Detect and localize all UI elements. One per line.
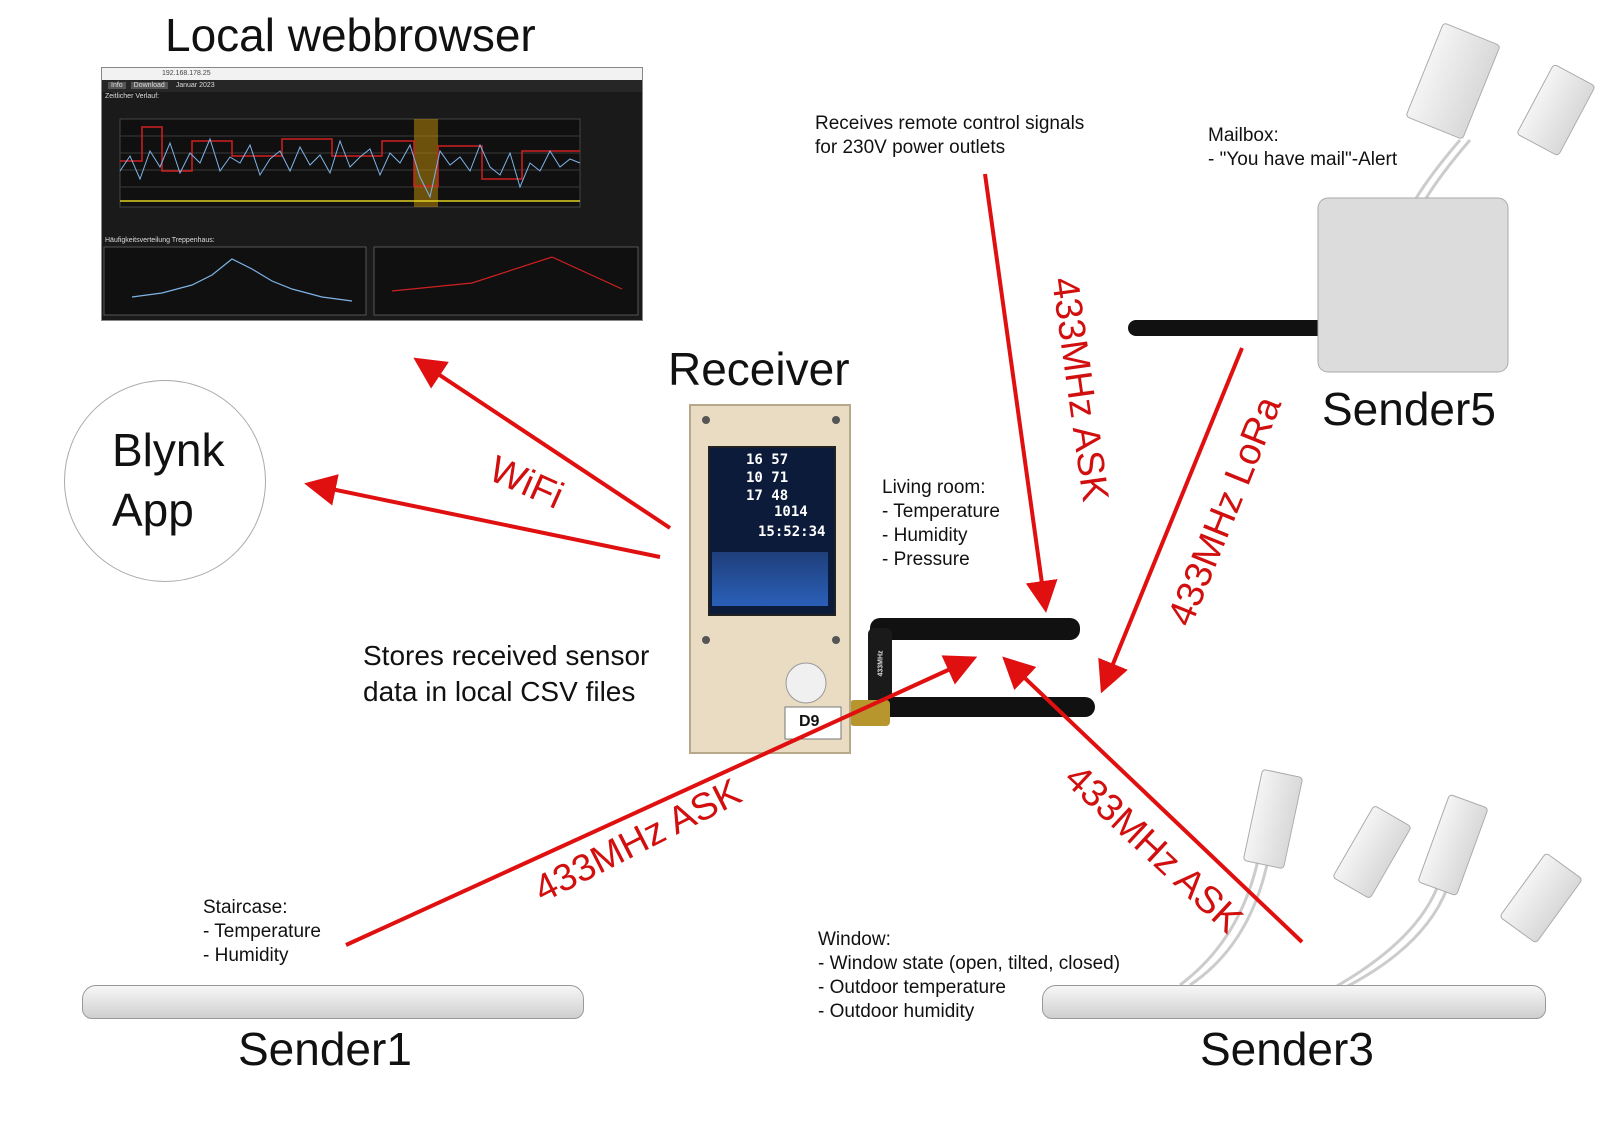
device-tag-text: D9 [799, 713, 820, 730]
lcd-line-1: 16 57 [746, 452, 789, 468]
sender5-antenna [1128, 320, 1328, 336]
sender5-title: Sender5 [1322, 383, 1496, 435]
blynk-label-line1: Blynk [112, 424, 225, 476]
info-button: Info [108, 82, 126, 89]
blynk-label-line2: App [112, 484, 194, 536]
sender3-housing [1042, 985, 1546, 1019]
lcd-status-icons [712, 552, 828, 606]
local-webbrowser-title: Local webbrowser [165, 9, 536, 61]
pir-sensor [785, 662, 827, 704]
distribution-charts [103, 246, 639, 316]
browser-toolbar: Info Download Januar 2023 [102, 80, 642, 92]
month-label: Januar 2023 [175, 82, 215, 89]
lcd-line-2: 10 71 [746, 470, 789, 486]
sender3-ask-arrow [1002, 656, 1304, 944]
sender1-title: Sender1 [238, 1023, 412, 1075]
address-bar: 192.168.178.25 [102, 68, 642, 80]
window-note: Window: - Window state (open, tilted, cl… [818, 929, 1121, 1022]
remote-control-note: Receives remote control signals for 230V… [815, 113, 1085, 158]
lcd-pressure: 1014 [774, 504, 808, 520]
csv-storage-note: Stores received sensor data in local CSV… [363, 640, 650, 707]
mailbox-note: Mailbox: - "You have mail"-Alert [1208, 125, 1398, 170]
sender3-title: Sender3 [1200, 1023, 1374, 1075]
history-section-title: Zeitlicher Verlauf: [105, 93, 160, 100]
wifi-arrow-browser [413, 357, 672, 530]
sender1-ask-arrow [345, 655, 978, 947]
living-room-note: Living room: - Temperature - Humidity - … [882, 477, 1000, 570]
remote-ask-arrow [983, 173, 1058, 613]
browser-screenshot: 192.168.178.25 Info Download Januar 2023… [101, 67, 643, 321]
sender5-box [1317, 197, 1509, 373]
staircase-note: Staircase: - Temperature - Humidity [203, 897, 321, 966]
download-button: Download [130, 82, 168, 89]
wifi-arrow-blynk [304, 474, 661, 559]
lcd-line-3: 17 48 [746, 488, 789, 504]
history-chart [119, 118, 581, 208]
receiver-title: Receiver [668, 343, 850, 395]
distribution-section-title: Häufigkeitsverteilung Treppenhaus: [105, 237, 215, 244]
antenna-lower [850, 697, 1095, 726]
lcd-time: 15:52:34 [758, 524, 826, 540]
antenna-upper [868, 618, 1080, 708]
blynk-app-circle [64, 380, 266, 582]
lora-arrow [1098, 347, 1244, 694]
sender1-housing [82, 985, 584, 1019]
